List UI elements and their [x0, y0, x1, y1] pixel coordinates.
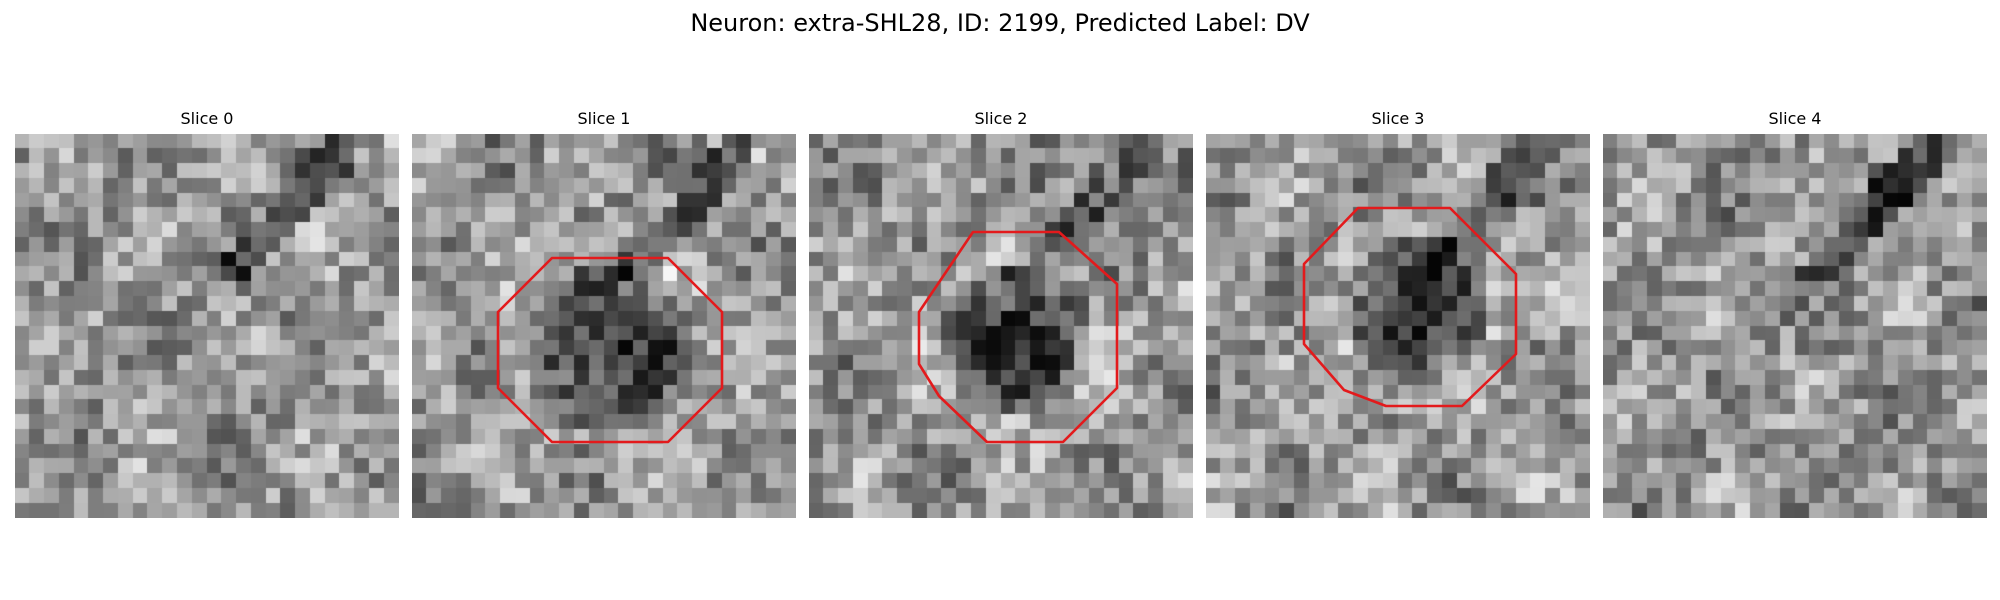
slice-panel-4: Slice 4: [1603, 108, 1987, 518]
slice-image: [412, 134, 796, 518]
slice-title: Slice 4: [1768, 109, 1822, 128]
slice-image: [809, 134, 1193, 518]
slice-title: Slice 1: [577, 109, 631, 128]
slice-panel-1: Slice 1: [412, 108, 796, 518]
slice-title: Slice 2: [974, 109, 1028, 128]
slice-panel-2: Slice 2: [809, 108, 1193, 518]
figure-title: Neuron: extra-SHL28, ID: 2199, Predicted…: [690, 9, 1310, 37]
slice-panel-0: Slice 0: [15, 108, 399, 518]
slice-title: Slice 0: [180, 109, 234, 128]
slice-image: [15, 134, 399, 518]
slice-image: [1206, 134, 1590, 518]
slice-panel-3: Slice 3: [1206, 108, 1590, 518]
slice-image: [1603, 134, 1987, 518]
slice-title: Slice 3: [1371, 109, 1425, 128]
